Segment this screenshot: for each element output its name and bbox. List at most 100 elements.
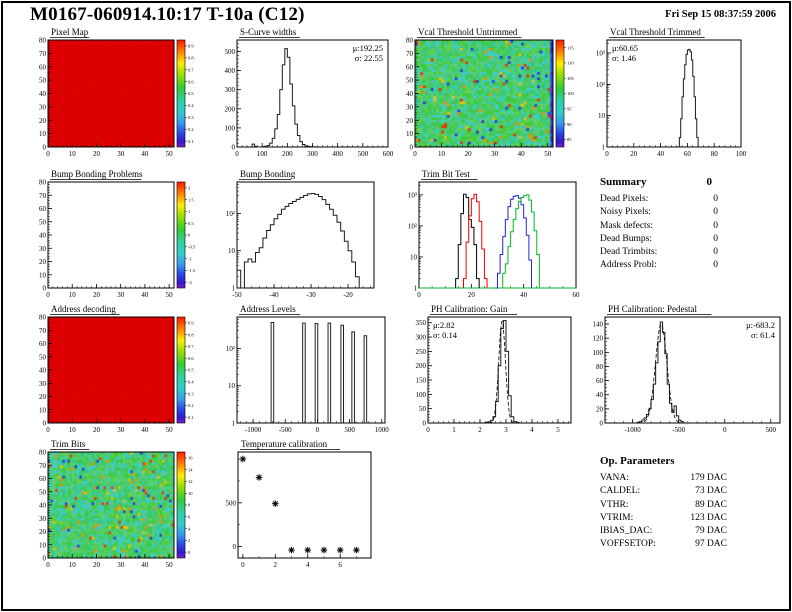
- op-parameter-label: IBIAS_DAC:: [600, 526, 653, 537]
- svg-text:1: 1: [414, 285, 418, 293]
- address-levels-plot: Address Levels -1000 -500 0 500 1000 1 10 10²: [226, 304, 389, 434]
- svg-text:30: 30: [117, 561, 125, 569]
- svg-text:4: 4: [530, 426, 534, 434]
- svg-text:30: 30: [406, 103, 414, 111]
- svg-text:-30: -30: [306, 291, 316, 299]
- op-parameters-rows: VANA: 179 DAC CALDEL: 73 DAC VTHR: 89 DA…: [600, 472, 727, 551]
- svg-text:30: 30: [39, 245, 47, 253]
- svg-text:0.1: 0.1: [188, 139, 194, 144]
- svg-text:20: 20: [630, 150, 638, 158]
- svg-text:70: 70: [406, 50, 414, 58]
- op-parameter-label: VTHR:: [600, 499, 629, 510]
- summary-row-value: 0: [713, 247, 718, 258]
- svg-text:σ: 61.4: σ: 61.4: [751, 330, 776, 340]
- svg-text:1: 1: [602, 144, 606, 152]
- svg-text:0: 0: [46, 561, 50, 569]
- svg-text:50: 50: [406, 77, 414, 85]
- summary-row-value: 0: [713, 207, 718, 218]
- svg-text:0: 0: [46, 291, 50, 299]
- svg-text:0: 0: [423, 420, 427, 428]
- svg-text:0: 0: [723, 426, 727, 434]
- svg-text:0.9: 0.9: [188, 44, 194, 49]
- svg-text:500: 500: [226, 499, 237, 507]
- svg-text:10²: 10²: [408, 222, 417, 230]
- svg-text:60: 60: [406, 63, 414, 71]
- chart-scurve-widths: S-Curve widths 0 100 200 300 400 500 600 0 100 200…: [207, 24, 430, 161]
- svg-text:-0.5: -0.5: [188, 244, 196, 249]
- svg-text:σ: 1.46: σ: 1.46: [612, 53, 636, 63]
- svg-text:Pixel Map: Pixel Map: [51, 27, 89, 37]
- chart-address-levels: Address Levels -1000 -500 0 500 1000 1 10 10²: [207, 301, 427, 437]
- svg-text:40: 40: [141, 561, 149, 569]
- svg-text:14: 14: [188, 467, 193, 472]
- svg-text:100: 100: [416, 391, 427, 399]
- svg-text:30: 30: [117, 150, 125, 158]
- svg-text:10: 10: [438, 150, 446, 158]
- svg-text:0: 0: [43, 144, 47, 152]
- svg-text:0.5: 0.5: [188, 91, 194, 96]
- svg-text:4: 4: [306, 561, 310, 569]
- svg-text:20: 20: [39, 117, 47, 125]
- svg-text:600: 600: [383, 150, 394, 158]
- svg-text:20: 20: [465, 150, 473, 158]
- chart-trim-bit-test: Trim Bit Test 0 20 40 60 1 10 10² 10³: [389, 166, 618, 302]
- svg-text:50: 50: [39, 77, 47, 85]
- op-parameter-value: 179 DAC: [690, 473, 727, 484]
- svg-text:40: 40: [39, 502, 47, 510]
- bump-bonding-problems-map: [48, 182, 174, 288]
- svg-text:σ: 0.14: σ: 0.14: [433, 330, 458, 340]
- op-parameter-row: VTRIM: 123 DAC: [600, 512, 727, 525]
- svg-text:40: 40: [596, 391, 604, 399]
- svg-text:0: 0: [410, 144, 414, 152]
- svg-text:S-Curve widths: S-Curve widths: [240, 27, 297, 37]
- svg-text:400: 400: [225, 67, 236, 75]
- chart-temperature-calibration: Temperature calibration 0 2 4 6 0 500: [208, 436, 413, 572]
- op-parameter-label: VOFFSETOP:: [600, 539, 656, 550]
- op-parameter-row: VTHR: 89 DAC: [600, 499, 727, 512]
- summary-total: 0: [706, 176, 713, 188]
- bump-bonding-plot: Bump Bonding -50 -40 -30 -20 1 10 10²: [226, 169, 375, 299]
- svg-text:0.9: 0.9: [188, 321, 194, 326]
- svg-text:16: 16: [188, 456, 193, 461]
- svg-text:6: 6: [338, 561, 342, 569]
- summary-row: Mask defects: 0: [600, 220, 718, 233]
- svg-text:Vcal Threshold Untrimmed: Vcal Threshold Untrimmed: [418, 27, 518, 37]
- svg-text:0: 0: [188, 233, 191, 238]
- svg-text:500: 500: [766, 426, 777, 434]
- svg-text:150: 150: [416, 377, 427, 385]
- op-parameter-row: IBIAS_DAC: 79 DAC: [600, 525, 727, 538]
- svg-text:0.1: 0.1: [188, 415, 194, 420]
- svg-text:0.7: 0.7: [188, 67, 194, 72]
- svg-text:10: 10: [69, 426, 77, 434]
- svg-text:-20: -20: [343, 291, 353, 299]
- svg-text:0.7: 0.7: [188, 344, 194, 349]
- svg-text:400: 400: [332, 150, 343, 158]
- svg-text:-1000: -1000: [245, 426, 262, 434]
- svg-text:20: 20: [596, 405, 604, 413]
- svg-text:2: 2: [274, 561, 278, 569]
- op-parameter-value: 97 DAC: [695, 539, 727, 550]
- svg-text:0.5: 0.5: [188, 221, 194, 226]
- svg-text:10: 10: [39, 271, 47, 279]
- chart-ph-calibration-gain: PH Calibration: Gain 0 1 2 3 4 5 0 50 100 150 200 25…: [398, 301, 613, 437]
- svg-text:50: 50: [166, 426, 174, 434]
- svg-text:0.4: 0.4: [188, 103, 194, 108]
- op-parameter-label: VANA:: [600, 473, 629, 484]
- svg-text:PH Calibration: Pedestal: PH Calibration: Pedestal: [608, 304, 697, 314]
- svg-text:10²: 10²: [226, 210, 235, 218]
- svg-text:10: 10: [39, 406, 47, 414]
- op-parameter-label: CALDEL:: [600, 486, 641, 497]
- svg-text:100: 100: [567, 91, 575, 96]
- svg-text:40: 40: [141, 150, 149, 158]
- svg-text:0: 0: [46, 426, 50, 434]
- svg-text:1: 1: [232, 420, 236, 428]
- summary-row: Dead Trimbits: 0: [600, 246, 718, 259]
- op-parameter-label: VTRIM:: [600, 512, 634, 523]
- svg-text:200: 200: [416, 362, 427, 370]
- svg-text:250: 250: [416, 348, 427, 356]
- svg-text:10: 10: [39, 541, 47, 549]
- svg-text:0.4: 0.4: [188, 379, 194, 384]
- chart-bump-bonding: Bump Bonding -50 -40 -30 -20 1 10 10²: [207, 166, 416, 302]
- svg-text:2: 2: [188, 186, 190, 191]
- svg-text:80: 80: [406, 37, 414, 45]
